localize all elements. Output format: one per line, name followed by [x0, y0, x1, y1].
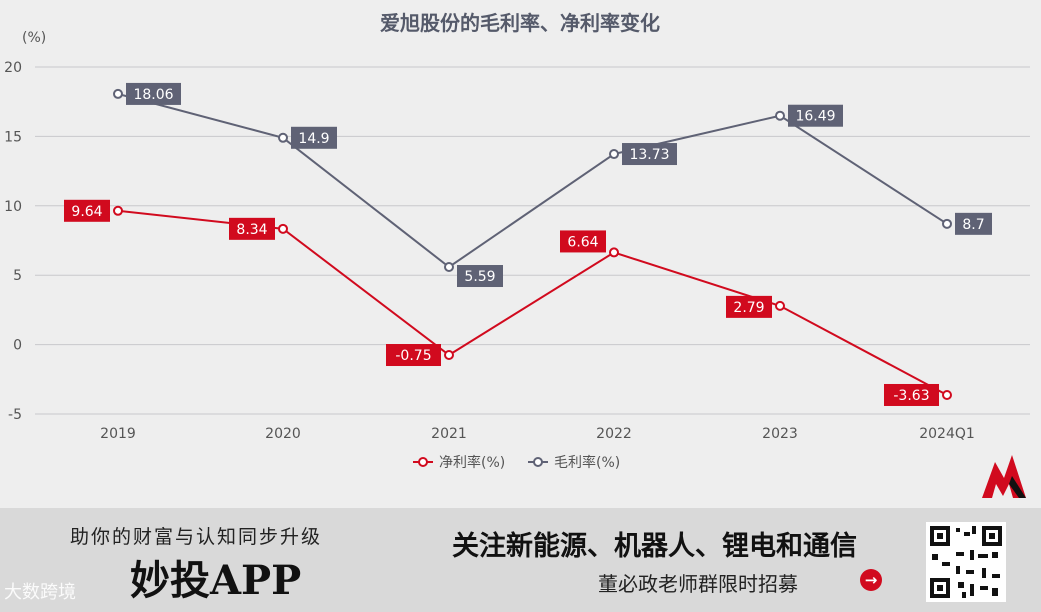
data-label: 5.59 — [464, 269, 495, 285]
data-label-box — [955, 212, 992, 235]
data-label-box — [884, 383, 939, 406]
banner-app-name: 妙投APP — [130, 557, 302, 604]
legend-entry[interactable]: 毛利率(%) — [554, 454, 620, 471]
y-tick-labels: -5 0 5 10 15 20 — [4, 60, 22, 423]
data-point — [278, 223, 288, 234]
watermark: 大数跨境 — [4, 582, 76, 603]
brand-logo — [982, 455, 1026, 498]
data-label-box — [560, 230, 606, 253]
x-tick-label: 2020 — [265, 426, 301, 442]
data-point — [444, 350, 454, 361]
series-line — [117, 92, 948, 269]
series-layer: 9.648.34-0.756.642.79-3.6318.0614.95.591… — [64, 82, 992, 406]
data-label: -3.63 — [893, 388, 929, 404]
data-label-box — [622, 143, 677, 166]
x-tick-label: 2022 — [596, 426, 632, 442]
data-point — [113, 205, 123, 216]
data-point — [609, 149, 619, 160]
y-tick-label: 0 — [13, 338, 22, 354]
banner-subtitle: 董必政老师群限时招募 — [598, 572, 798, 596]
x-tick-label: 2019 — [100, 426, 136, 442]
data-point — [278, 132, 288, 143]
data-label-box — [229, 217, 275, 240]
legend: 净利率(%) 毛利率(%) — [413, 454, 620, 471]
y-tick-label: -5 — [8, 407, 22, 423]
data-label: 18.06 — [133, 87, 173, 103]
data-label-box — [126, 82, 181, 105]
data-point — [444, 262, 454, 273]
data-label: 9.64 — [71, 204, 102, 220]
data-label-box — [788, 104, 843, 127]
data-point — [942, 389, 952, 400]
data-label: -0.75 — [395, 348, 431, 364]
data-point — [113, 88, 123, 99]
data-label: 2.79 — [733, 300, 764, 316]
y-tick-label: 15 — [4, 129, 22, 145]
legend-marker — [533, 457, 543, 467]
x-tick-labels: 2019 2020 2021 2022 2023 2024Q1 — [100, 426, 975, 442]
y-axis-unit: (%) — [22, 30, 46, 46]
data-label: 8.34 — [236, 222, 267, 238]
qr-code[interactable] — [926, 522, 1006, 602]
y-tick-label: 20 — [4, 60, 22, 76]
data-label: 8.7 — [962, 217, 984, 233]
series-0: 9.64 8.34 -0.75 6.64 2.79 -3.63 — [64, 199, 952, 406]
data-point — [775, 300, 785, 311]
banner-slogan: 助你的财富与认知同步升级 — [70, 526, 323, 548]
data-label: 14.9 — [298, 131, 329, 147]
data-label-box — [291, 126, 337, 149]
data-label: 13.73 — [629, 147, 669, 163]
data-label-box — [726, 295, 772, 318]
data-point — [609, 247, 619, 258]
legend-entry[interactable]: 净利率(%) — [439, 454, 505, 471]
y-tick-label: 5 — [13, 268, 22, 284]
grid — [35, 66, 1030, 415]
x-tick-label: 2021 — [431, 426, 467, 442]
data-label-box — [64, 199, 110, 222]
legend-marker — [418, 457, 428, 467]
chart-title: 爱旭股份的毛利率、净利率变化 — [380, 11, 660, 35]
x-tick-label: 2023 — [762, 426, 798, 442]
arrow-right-icon[interactable]: → — [860, 569, 882, 591]
data-point — [775, 110, 785, 121]
banner-headline: 关注新能源、机器人、锂电和通信 — [452, 531, 857, 562]
series-1: 18.06 14.9 5.59 13.73 16.49 8.7 — [113, 82, 992, 288]
data-label-box — [457, 265, 503, 288]
promo-banner: 助你的财富与认知同步升级 妙投APP 大数跨境 关注新能源、机器人、锂电和通信 … — [0, 508, 1041, 612]
y-tick-label: 10 — [4, 199, 22, 215]
data-label: 16.49 — [795, 109, 835, 125]
x-tick-label: 2024Q1 — [919, 426, 975, 442]
data-label-box — [386, 344, 441, 367]
data-label: 6.64 — [567, 234, 598, 250]
data-point — [942, 218, 952, 229]
